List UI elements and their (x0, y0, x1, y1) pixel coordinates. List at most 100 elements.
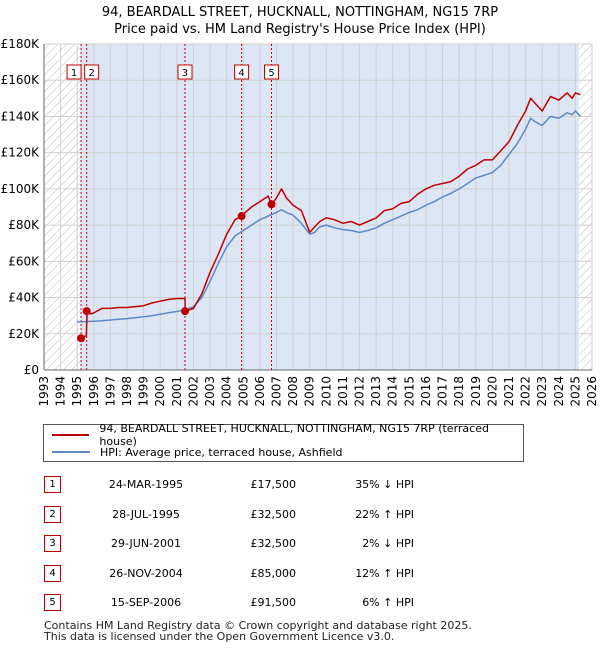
sale-label-number: 5 (268, 68, 274, 79)
x-tick-label: 2024 (552, 376, 566, 407)
x-tick-label: 1994 (54, 376, 68, 407)
sale-hpi-diff: 6% ↑ HPI (362, 596, 414, 610)
y-tick-label: £80K (8, 218, 40, 232)
x-tick-label: 2008 (286, 376, 300, 407)
sale-hpi-diff: 35% ↓ HPI (355, 478, 414, 492)
sale-label-frame (264, 64, 280, 80)
sale-label-box: 2 (84, 64, 100, 80)
x-tick-label: 2023 (535, 376, 549, 407)
sales-table: 1 24-MAR-1995 £17,500 35% ↓ HPI 2 28-JUL… (44, 470, 414, 618)
sale-label-box: 3 (177, 64, 193, 80)
sale-point (82, 307, 91, 316)
sale-point (180, 307, 189, 316)
legend-property-swatch (52, 434, 90, 436)
hpi-line (77, 110, 581, 323)
sale-date: 28-JUL-1995 (112, 507, 180, 521)
x-tick-label: 1996 (87, 376, 101, 407)
x-tick-label: 2018 (452, 376, 466, 407)
sale-label-box: 5 (264, 64, 280, 80)
sale-point (77, 334, 86, 343)
x-tick-label: 2020 (485, 376, 499, 407)
x-tick-label: 2012 (353, 376, 367, 407)
x-tick-label: 2007 (269, 376, 283, 407)
table-row: 1 24-MAR-1995 £17,500 35% ↓ HPI (44, 470, 414, 500)
sale-label-number: 1 (71, 68, 77, 79)
x-tick-label: 2017 (436, 376, 450, 407)
sale-hpi-diff: 22% ↑ HPI (355, 507, 414, 521)
sale-hpi-diff: 12% ↑ HPI (355, 566, 414, 580)
x-tick-label: 2003 (203, 376, 217, 407)
x-tick-label: 2005 (236, 376, 250, 407)
footer-copyright: Contains HM Land Registry data © Crown c… (44, 619, 472, 632)
x-tick-label: 2004 (220, 376, 234, 407)
x-tick-label: 2002 (186, 376, 200, 407)
x-tick-label: 2021 (502, 376, 516, 407)
hatched-region-right (578, 44, 592, 370)
legend-item-hpi: HPI: Average price, terraced house, Ashf… (52, 444, 342, 460)
sale-point (267, 200, 276, 209)
x-tick-label: 2013 (369, 376, 383, 407)
x-tick-label: 2022 (519, 376, 533, 407)
x-tick-label: 2000 (153, 376, 167, 407)
x-tick-label: 1998 (120, 376, 134, 407)
table-row: 4 26-NOV-2004 £85,000 12% ↑ HPI (44, 559, 414, 589)
x-tick-label: 2026 (585, 376, 599, 407)
y-tick-label: £20K (8, 327, 40, 341)
sale-price: £32,500 (250, 537, 297, 551)
sale-date: 24-MAR-1995 (108, 478, 184, 492)
sale-label-frame (177, 64, 193, 80)
x-tick-label: 1993 (37, 376, 51, 407)
sale-number-badge: 1 (44, 476, 61, 494)
x-tick-label: 1997 (103, 376, 117, 407)
x-tick-label: 2019 (469, 376, 483, 407)
sale-price: £17,500 (250, 478, 297, 492)
sale-number-badge: 4 (44, 564, 61, 582)
x-tick-label: 2016 (419, 376, 433, 407)
x-tick-label: 2015 (402, 376, 416, 407)
chart-subtitle: Price paid vs. HM Land Registry's House … (114, 22, 486, 37)
sale-label-frame (84, 64, 100, 80)
y-tick-label: £140K (1, 109, 41, 123)
sale-date: 29-JUN-2001 (110, 537, 182, 551)
chart-title: 94, BEARDALL STREET, HUCKNALL, NOTTINGHA… (101, 5, 499, 20)
hatched-region-left (44, 44, 81, 370)
chart-legend: 94, BEARDALL STREET, HUCKNALL, NOTTINGHA… (43, 422, 524, 462)
table-row: 3 29-JUN-2001 £32,500 2% ↓ HPI (44, 529, 414, 559)
sale-date: 26-NOV-2004 (109, 566, 183, 580)
sale-point (237, 212, 246, 221)
y-tick-label: £40K (8, 291, 40, 305)
sale-hpi-diff: 2% ↓ HPI (362, 537, 414, 551)
sale-label-frame (66, 64, 82, 80)
legend-property-label: 94, BEARDALL STREET, HUCKNALL, NOTTINGHA… (99, 422, 489, 448)
sale-number-badge: 5 (44, 594, 61, 612)
x-tick-label: 2011 (336, 376, 350, 407)
y-tick-label: £100K (1, 182, 41, 196)
table-row: 2 28-JUL-1995 £32,500 22% ↑ HPI (44, 500, 414, 530)
sale-number-badge: 2 (44, 505, 61, 523)
sale-label-frame (234, 64, 250, 80)
y-tick-label: £120K (1, 146, 41, 160)
sale-price: £91,500 (250, 596, 297, 610)
sale-price: £32,500 (250, 507, 297, 521)
x-tick-label: 2009 (303, 376, 317, 407)
x-tick-label: 2001 (170, 376, 184, 407)
y-tick-label: £60K (8, 254, 40, 268)
sale-label-box: 1 (66, 64, 82, 80)
sale-label-box: 4 (234, 64, 250, 80)
x-tick-label: 2010 (319, 376, 333, 407)
y-tick-label: £0 (24, 363, 39, 377)
x-tick-label: 2025 (568, 376, 582, 407)
sale-price: £85,000 (250, 566, 297, 580)
y-tick-label: £160K (1, 73, 41, 87)
sale-date: 15-SEP-2006 (110, 596, 182, 610)
x-tick-label: 2006 (253, 376, 267, 407)
sale-number-badge: 3 (44, 535, 61, 553)
y-tick-label: £180K (1, 37, 41, 51)
table-row: 5 15-SEP-2006 £91,500 6% ↑ HPI (44, 588, 414, 618)
legend-hpi-swatch (52, 451, 90, 453)
footer-licence: This data is licensed under the Open Gov… (44, 630, 395, 643)
shaded-region (80, 44, 579, 370)
property-price-line (80, 92, 581, 339)
sale-label-number: 2 (88, 68, 94, 79)
